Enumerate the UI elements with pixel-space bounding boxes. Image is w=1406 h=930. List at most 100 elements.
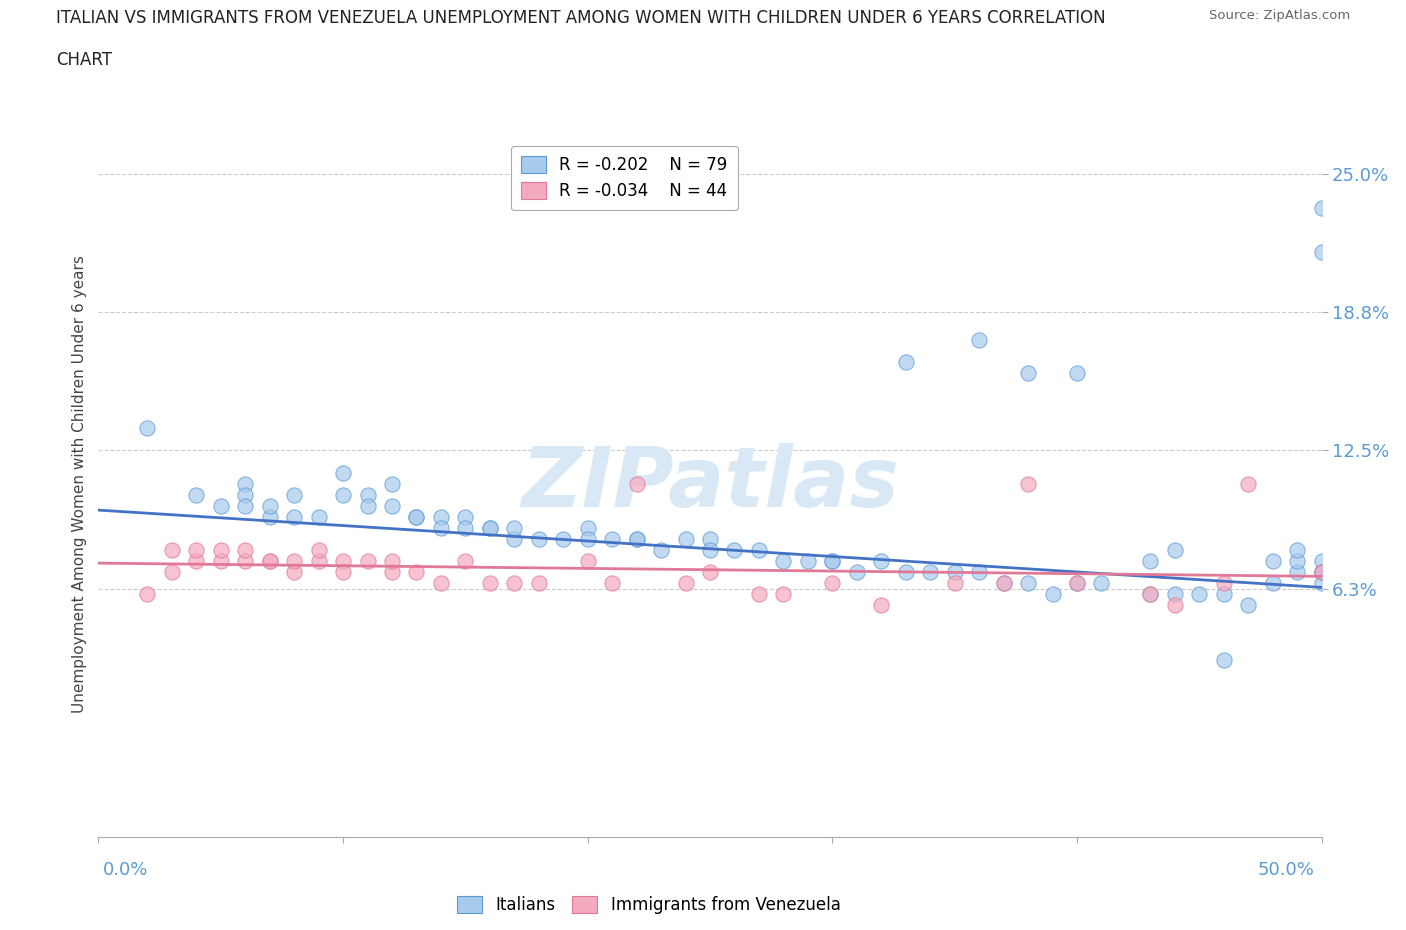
Y-axis label: Unemployment Among Women with Children Under 6 years: Unemployment Among Women with Children U… — [72, 255, 87, 712]
Point — [356, 487, 378, 502]
Point — [308, 542, 330, 557]
Point — [308, 510, 330, 525]
Point — [1164, 598, 1187, 613]
Point — [1310, 565, 1333, 579]
Point — [332, 487, 354, 502]
Point — [748, 587, 770, 602]
Point — [699, 542, 721, 557]
Point — [259, 498, 281, 513]
Point — [650, 542, 672, 557]
Point — [1286, 542, 1309, 557]
Point — [993, 576, 1015, 591]
Point — [894, 565, 917, 579]
Point — [1066, 576, 1088, 591]
Point — [478, 521, 501, 536]
Point — [503, 576, 526, 591]
Point — [626, 476, 648, 491]
Point — [1286, 565, 1309, 579]
Point — [772, 553, 794, 568]
Point — [600, 576, 623, 591]
Point — [454, 521, 477, 536]
Point — [920, 565, 942, 579]
Point — [430, 576, 453, 591]
Point — [209, 553, 232, 568]
Point — [430, 521, 453, 536]
Point — [699, 531, 721, 546]
Point — [283, 510, 305, 525]
Point — [1017, 476, 1039, 491]
Point — [283, 565, 305, 579]
Point — [233, 498, 256, 513]
Point — [503, 521, 526, 536]
Point — [283, 487, 305, 502]
Point — [186, 542, 208, 557]
Point — [259, 553, 281, 568]
Point — [209, 542, 232, 557]
Point — [233, 542, 256, 557]
Point — [845, 565, 868, 579]
Point — [675, 531, 697, 546]
Point — [259, 553, 281, 568]
Point — [943, 576, 966, 591]
Point — [553, 531, 575, 546]
Text: 0.0%: 0.0% — [103, 860, 148, 879]
Legend: Italians, Immigrants from Venezuela: Italians, Immigrants from Venezuela — [450, 889, 848, 921]
Text: ITALIAN VS IMMIGRANTS FROM VENEZUELA UNEMPLOYMENT AMONG WOMEN WITH CHILDREN UNDE: ITALIAN VS IMMIGRANTS FROM VENEZUELA UNE… — [56, 9, 1107, 27]
Point — [283, 553, 305, 568]
Point — [1212, 576, 1234, 591]
Point — [1310, 553, 1333, 568]
Point — [1066, 576, 1088, 591]
Point — [478, 576, 501, 591]
Point — [1139, 587, 1161, 602]
Point — [381, 565, 404, 579]
Point — [1066, 365, 1088, 380]
Point — [356, 498, 378, 513]
Point — [1017, 576, 1039, 591]
Point — [356, 553, 378, 568]
Point — [527, 531, 550, 546]
Point — [1310, 200, 1333, 215]
Point — [1310, 565, 1333, 579]
Point — [503, 531, 526, 546]
Text: CHART: CHART — [56, 51, 112, 69]
Point — [160, 542, 183, 557]
Point — [1237, 598, 1260, 613]
Point — [454, 510, 477, 525]
Point — [626, 531, 648, 546]
Point — [1261, 576, 1284, 591]
Point — [381, 553, 404, 568]
Point — [454, 553, 477, 568]
Point — [332, 465, 354, 480]
Point — [381, 476, 404, 491]
Point — [259, 510, 281, 525]
Text: 50.0%: 50.0% — [1258, 860, 1315, 879]
Point — [1261, 553, 1284, 568]
Point — [576, 553, 599, 568]
Text: ZIPatlas: ZIPatlas — [522, 443, 898, 525]
Point — [136, 587, 159, 602]
Point — [772, 587, 794, 602]
Point — [699, 565, 721, 579]
Point — [527, 576, 550, 591]
Point — [1212, 653, 1234, 668]
Point — [821, 576, 844, 591]
Point — [626, 531, 648, 546]
Point — [233, 553, 256, 568]
Point — [1164, 542, 1187, 557]
Point — [381, 498, 404, 513]
Point — [748, 542, 770, 557]
Point — [967, 565, 990, 579]
Point — [943, 565, 966, 579]
Point — [332, 553, 354, 568]
Point — [675, 576, 697, 591]
Point — [1164, 587, 1187, 602]
Point — [478, 521, 501, 536]
Point — [967, 333, 990, 348]
Point — [870, 553, 893, 568]
Point — [576, 521, 599, 536]
Point — [993, 576, 1015, 591]
Point — [209, 498, 232, 513]
Point — [233, 487, 256, 502]
Point — [1212, 587, 1234, 602]
Point — [600, 531, 623, 546]
